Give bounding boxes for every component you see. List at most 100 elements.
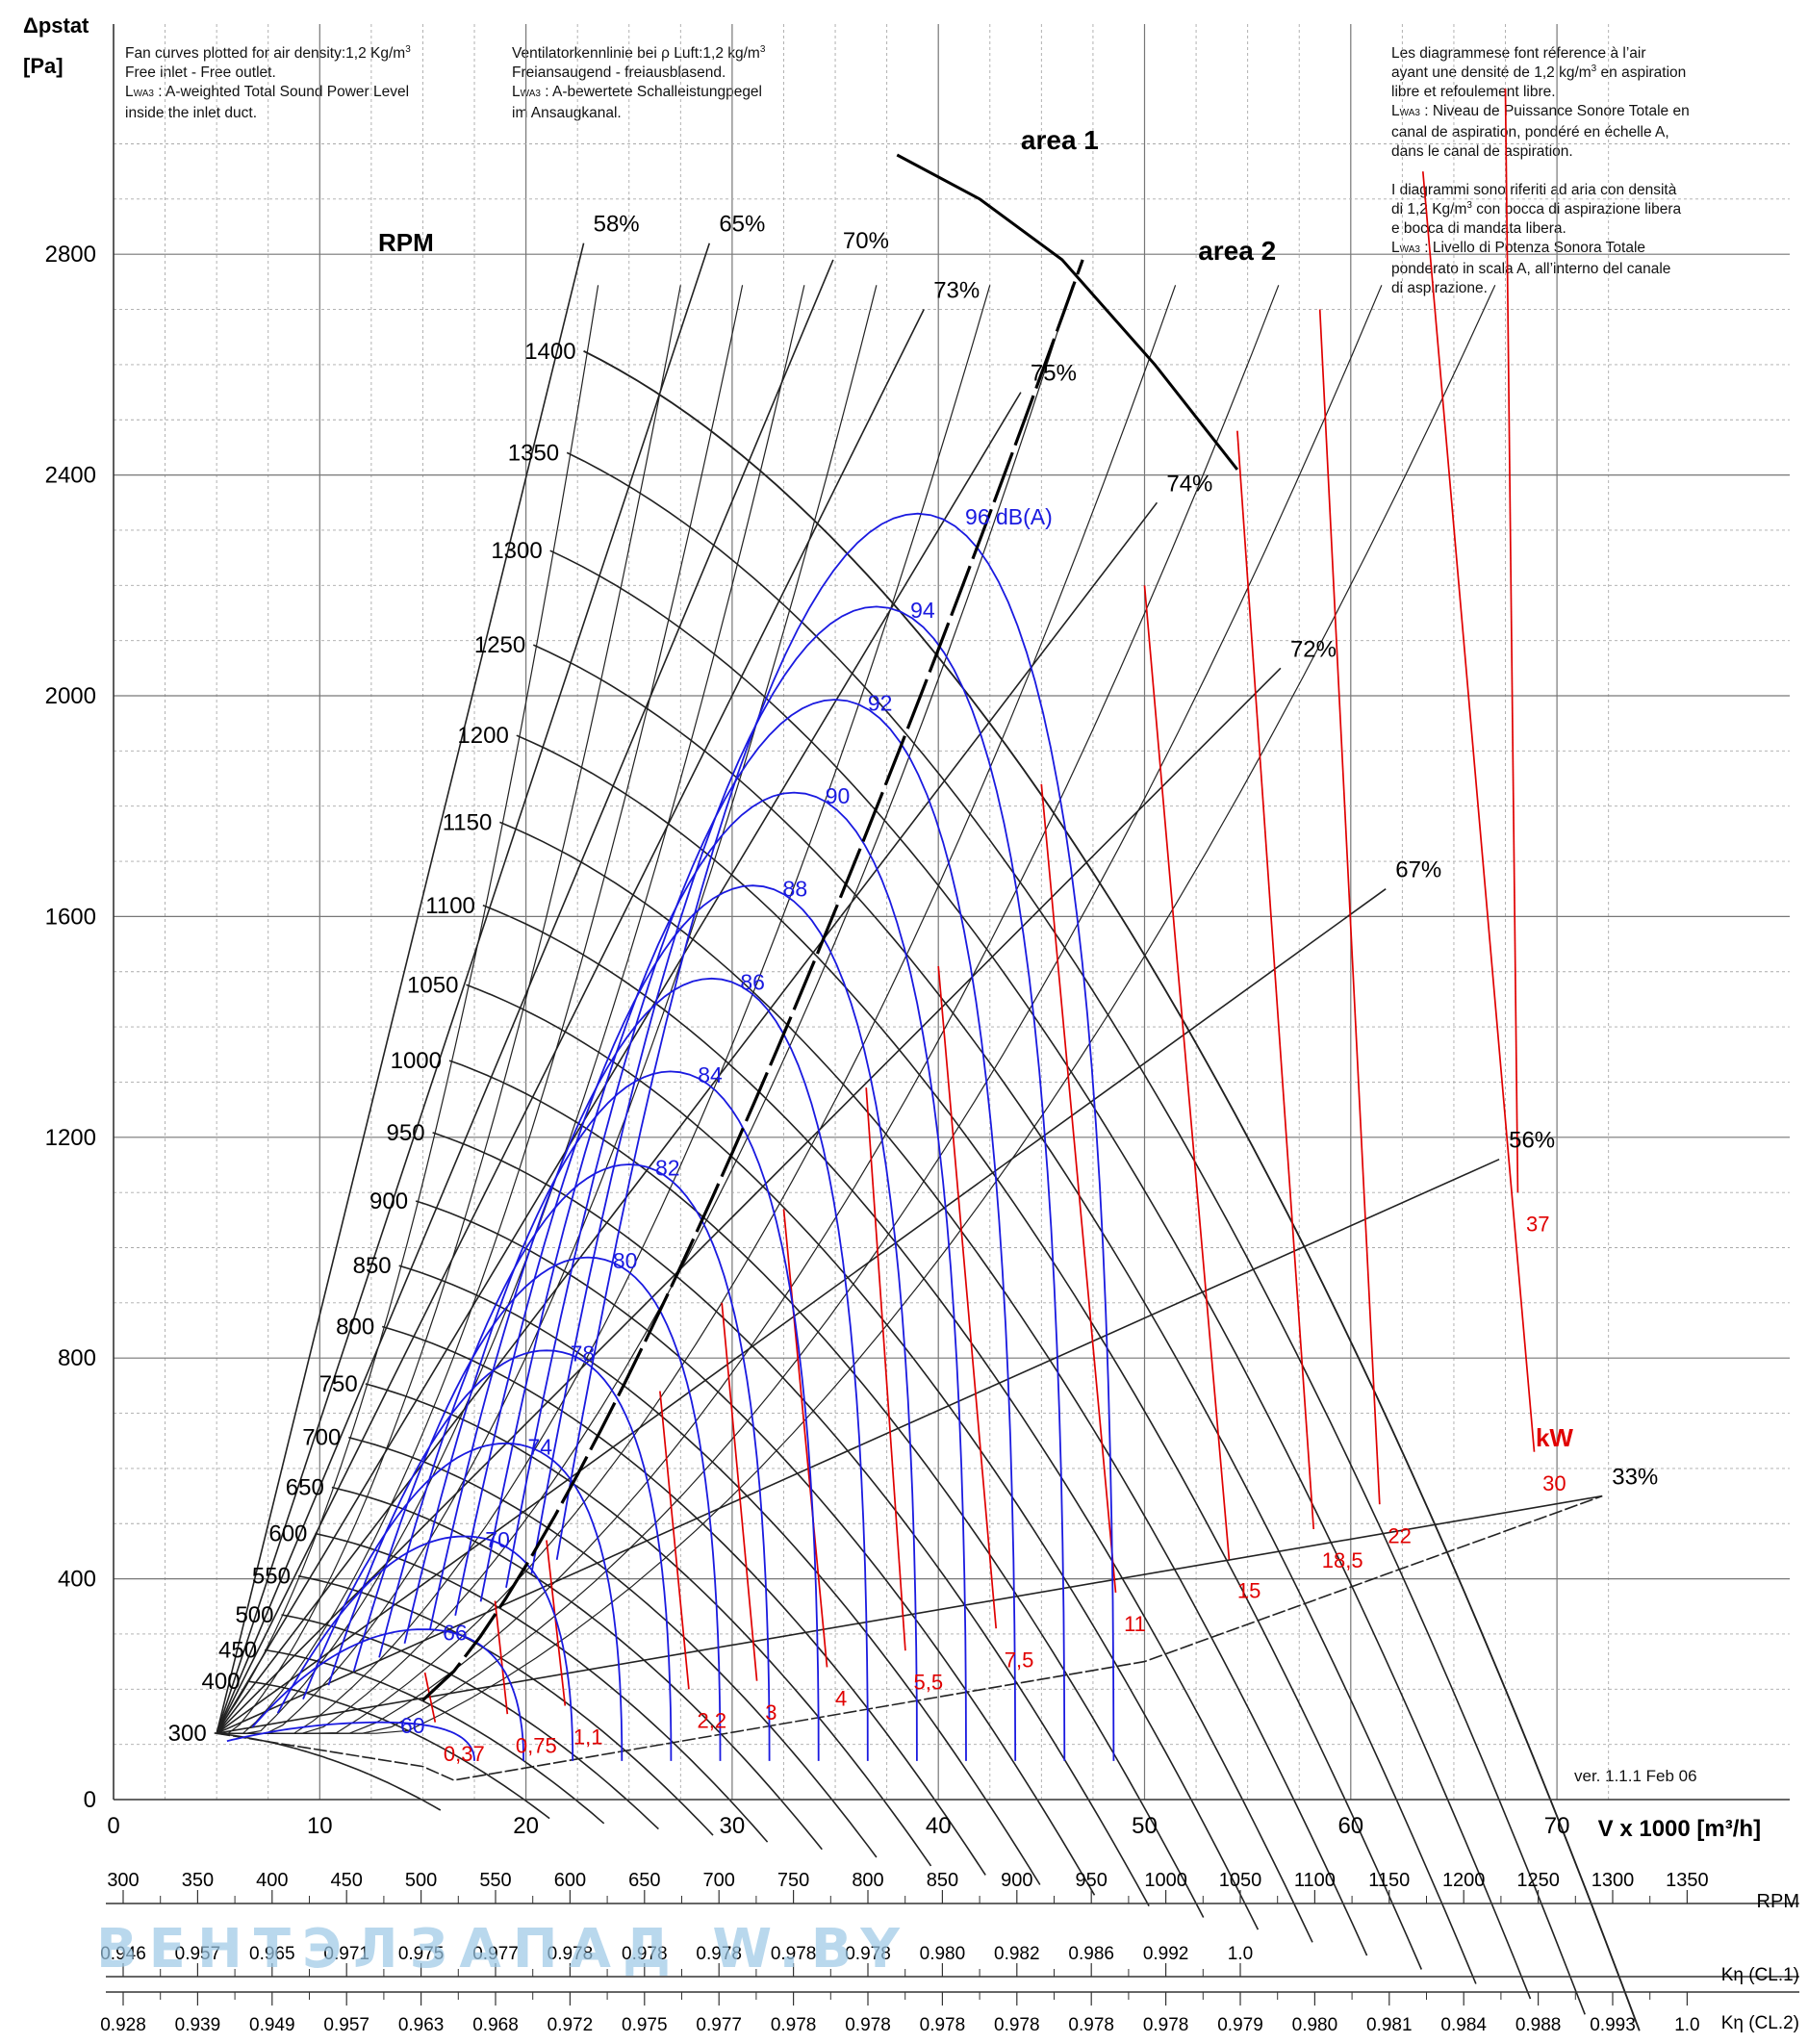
- rpm-scale-label: 1100: [1294, 1870, 1336, 1891]
- rpm-label-950: 950: [387, 1120, 425, 1146]
- power-label-4: 4: [835, 1687, 847, 1711]
- system-lines: [216, 285, 1641, 2031]
- note-sup: 3: [405, 43, 411, 55]
- rpm-scale-label: 450: [331, 1870, 363, 1891]
- sound-line-88: [454, 884, 918, 1761]
- efficiency-label-73%: 73%: [933, 278, 980, 304]
- kn-cl2-scale-label: 0.939: [175, 2015, 221, 2035]
- kn-cl2-scale-label: 0.978: [1143, 2015, 1189, 2035]
- kn-cl1-scale-label: 0.982: [994, 1944, 1040, 1964]
- chart-labels: RPM 300 400 450 500 550 600 650 700 750 800 850 900 9…: [168, 125, 1659, 1766]
- note-line: I diagrammi sono riferiti ad aria con de…: [1391, 182, 1677, 198]
- note-line: e bocca di mandata libera.: [1391, 220, 1566, 237]
- note-sup: 3: [1466, 199, 1472, 211]
- rpm-curve-1000: [448, 1060, 1205, 1918]
- rpm-curve-1150: [499, 821, 1368, 1956]
- rpm-scale-label: 950: [1076, 1870, 1108, 1891]
- rpm-curve-800: [381, 1325, 986, 1876]
- power-line-5,5: [865, 1087, 906, 1651]
- note-line: im Ansaugkanal.: [512, 105, 622, 121]
- note-line: con bocca di aspirazione libera: [1471, 201, 1682, 217]
- y-tick-label: 1600: [45, 904, 96, 930]
- power-line-18,5: [1236, 430, 1315, 1530]
- power-label-0,37: 0,37: [444, 1742, 485, 1766]
- sound-line-84: [403, 1070, 820, 1761]
- power-label-3: 3: [765, 1700, 777, 1725]
- efficiency-label-72%: 72%: [1290, 636, 1337, 662]
- efficiency-label-58%: 58%: [594, 212, 640, 238]
- note-line: : A-bewertete Schalleistungpegel: [540, 84, 763, 100]
- kn-cl1-scale-label: 0.946: [100, 1944, 146, 1964]
- note-line: Ventilatorkennlinie bei ρ Luft:1,2 kg/m: [512, 45, 760, 62]
- power-line-15: [1143, 585, 1231, 1560]
- rpm-label-1400: 1400: [524, 339, 575, 365]
- kn-cl2-scale-label: 0.928: [100, 2015, 146, 2035]
- power-line-7,5: [937, 965, 998, 1629]
- rpm-scale-label: 750: [777, 1870, 809, 1891]
- note-line: : Livello di Potenza Sonora Totale: [1419, 240, 1646, 256]
- rpm-curve-1050: [466, 984, 1260, 1930]
- power-label-11: 11: [1124, 1612, 1146, 1636]
- y-tick-label: 800: [58, 1345, 96, 1371]
- power-line-0,75: [494, 1600, 509, 1715]
- sound-label-90: 90: [826, 783, 851, 808]
- sound-label-82: 82: [655, 1156, 680, 1181]
- system-curve: [216, 285, 878, 1734]
- efficiency-line-72%: [216, 667, 1282, 1734]
- power-label-37: 37: [1526, 1212, 1549, 1236]
- x-tick-label: 50: [1132, 1813, 1158, 1839]
- efficiency-label-56%: 56%: [1509, 1128, 1555, 1154]
- kn-cl1-scale-title: Kη (CL.1): [1721, 1965, 1799, 1985]
- x-tick-label: 40: [926, 1813, 952, 1839]
- note-line: L: [125, 84, 134, 100]
- kn-cl2-scale-label: 0.978: [771, 2015, 817, 2035]
- note-german: Ventilatorkennlinie bei ρ Luft:1,2 kg/m3…: [512, 44, 765, 123]
- power-label-1,1: 1,1: [573, 1725, 603, 1750]
- kn-cl2-scale-label: 0.988: [1515, 2015, 1562, 2035]
- note-line: dans le canal de aspiration.: [1391, 143, 1573, 160]
- kn-cl2-scale-label: 0.980: [1292, 2015, 1338, 2035]
- kn-cl1-scale-label: 0.992: [1143, 1944, 1189, 1964]
- kn-cl2-scale-label: 0.968: [472, 2015, 519, 2035]
- note-sup: 3: [759, 43, 766, 55]
- kn-cl2-scale-label: 0.978: [920, 2015, 966, 2035]
- kn-cl2-scale-label: 0.963: [398, 2015, 445, 2035]
- sound-line-96: [555, 512, 1115, 1761]
- power-line-22: [1318, 309, 1381, 1505]
- power-line-3: [721, 1302, 758, 1681]
- kn-cl1-scale-label: 0.975: [398, 1944, 445, 1964]
- rpm-title: RPM: [378, 228, 434, 257]
- rpm-scale-label: 1050: [1219, 1870, 1262, 1891]
- note-line: ayant une densité de 1,2 kg/m: [1391, 64, 1592, 81]
- rpm-label-1200: 1200: [457, 723, 508, 749]
- operating-envelope-bottom: [216, 1495, 1603, 1781]
- rpm-scale-label: 1300: [1592, 1870, 1635, 1891]
- efficiency-line-67%: [216, 888, 1387, 1734]
- rpm-label-1100: 1100: [425, 893, 475, 919]
- kn-cl1-scale-label: 0.957: [175, 1944, 221, 1964]
- bottom-scales: 300 350 400 450 500 550 600 650 700 750 800 850 900 9…: [100, 1870, 1799, 2035]
- note-line: ponderato in scala A, all’interno del ca…: [1391, 261, 1671, 277]
- y-tick-label: 2800: [45, 242, 96, 268]
- system-curve: [216, 285, 1496, 1734]
- note-line: en aspiration: [1596, 64, 1687, 81]
- rpm-label-850: 850: [353, 1253, 392, 1279]
- y-tick-label: 2000: [45, 683, 96, 709]
- y-tick-label: 0: [84, 1787, 96, 1813]
- sound-label-80: 80: [613, 1248, 638, 1273]
- rpm-scale-label: 400: [256, 1870, 288, 1891]
- power-line-0,37: [423, 1672, 437, 1723]
- efficiency-line-58%: [216, 243, 585, 1734]
- y-tick-label: 2400: [45, 463, 96, 489]
- note-line: Fan curves plotted for air density:1,2 K…: [125, 45, 406, 62]
- rpm-curve-1100: [482, 905, 1313, 1943]
- sound-label-74: 74: [527, 1434, 552, 1459]
- system-curve: [216, 285, 805, 1734]
- power-label-30: 30: [1542, 1471, 1566, 1495]
- kn-cl2-scale-title: Kη (CL.2): [1721, 2013, 1799, 2033]
- kn-cl1-scale-label: 0.980: [920, 1944, 966, 1964]
- kn-cl1-scale-label: 0.965: [249, 1944, 295, 1964]
- rpm-label-700: 700: [302, 1425, 341, 1451]
- note-line: L: [1391, 103, 1400, 119]
- power-line-1,1: [546, 1540, 567, 1706]
